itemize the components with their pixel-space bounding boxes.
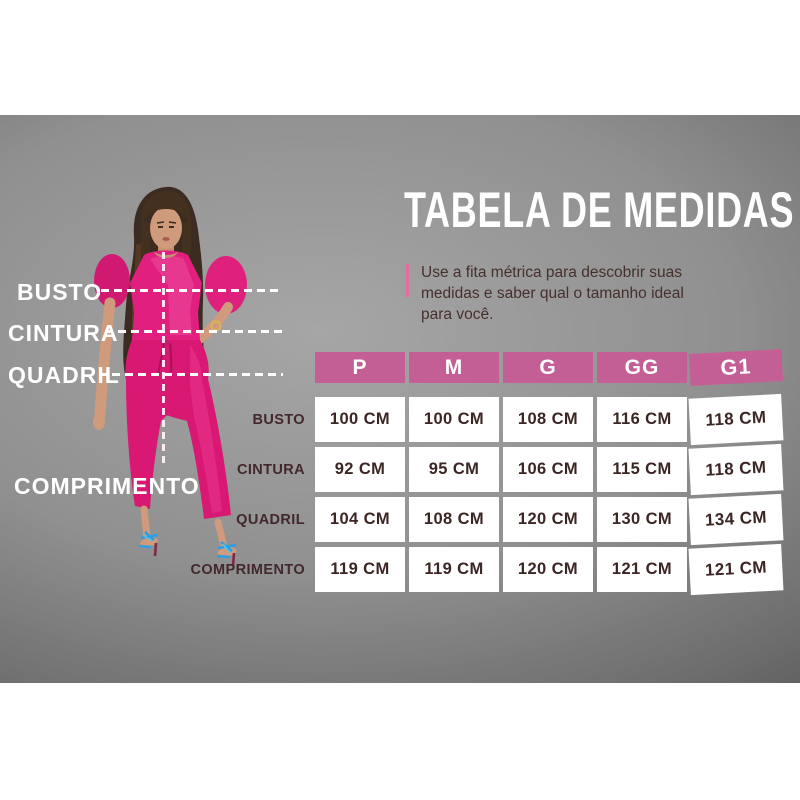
top-white-margin <box>0 0 800 115</box>
description-text: Use a fita métrica para descobrir suas m… <box>421 264 684 323</box>
pants <box>125 340 231 519</box>
measurement-cell: 115 CM <box>597 447 687 492</box>
sandal-strap-cyan <box>142 534 231 554</box>
sandal-right <box>216 540 237 559</box>
row-label-cintura: CINTURA <box>236 461 305 478</box>
hand-left <box>93 414 105 430</box>
length-label: COMPRIMENTO <box>14 473 200 499</box>
blouse-highlight <box>150 256 194 335</box>
arm-left <box>94 297 116 421</box>
face <box>150 207 182 249</box>
lips <box>162 237 170 241</box>
measurement-cell: 120 CM <box>503 547 593 592</box>
row-label-quadril: QUADRIL <box>236 511 305 528</box>
measurement-cell: 118 CM <box>688 393 784 446</box>
size-header-p: P <box>315 352 405 383</box>
measurement-cell: 108 CM <box>503 397 593 442</box>
gray-backdrop: BUSTO CINTURA QUADRIL COMPRIMENTO TABELA… <box>0 115 800 683</box>
size-header-g1: G1 <box>688 349 784 386</box>
size-header-gg: GG <box>597 352 687 383</box>
length-guide-line <box>162 252 165 468</box>
bottom-white-margin <box>0 683 800 800</box>
size-table-header: P M G GG G1 <box>315 349 784 386</box>
accent-bar <box>406 264 409 297</box>
hair-crown <box>140 191 192 225</box>
measurement-cell: 121 CM <box>688 543 784 596</box>
sleeve-left <box>94 254 130 308</box>
measurement-cell: 106 CM <box>503 447 593 492</box>
hip-guide-line <box>99 373 283 376</box>
measurement-cell: 104 CM <box>315 497 405 542</box>
sandal-left <box>138 531 159 549</box>
heel-left <box>153 542 158 557</box>
measurement-cell: 134 CM <box>688 493 784 546</box>
page-title: TABELA DE MEDIDAS <box>404 182 795 238</box>
measurement-cell: 118 CM <box>688 443 784 496</box>
hip-label: QUADRIL <box>8 362 120 388</box>
bust-label: BUSTO <box>17 279 103 305</box>
pants-highlight <box>190 345 222 513</box>
row-label-busto: BUSTO <box>252 411 305 428</box>
model-photo <box>93 186 247 567</box>
sleeve-right <box>205 256 247 314</box>
waist-guide-line <box>105 330 283 333</box>
heel-right <box>231 552 236 567</box>
measurement-cell: 95 CM <box>409 447 499 492</box>
measurement-cell: 100 CM <box>315 397 405 442</box>
measurement-cell: 100 CM <box>409 397 499 442</box>
drawstring-knot <box>164 340 170 346</box>
measurement-cell: 108 CM <box>409 497 499 542</box>
bust-guide-line <box>101 289 283 292</box>
measurement-cell: 121 CM <box>597 547 687 592</box>
measurement-cell: 92 CM <box>315 447 405 492</box>
measurement-cell: 120 CM <box>503 497 593 542</box>
measurement-cell: 130 CM <box>597 497 687 542</box>
size-table-body: BUSTO 100 CM 100 CM 108 CM 116 CM 118 CM… <box>190 393 784 596</box>
size-header-g: G <box>503 352 593 383</box>
measurement-cell: 119 CM <box>315 547 405 592</box>
waist-label: CINTURA <box>8 320 119 346</box>
size-header-m: M <box>409 352 499 383</box>
measurement-cell: 116 CM <box>597 397 687 442</box>
neckline <box>154 252 178 258</box>
row-label-comprimento: COMPRIMENTO <box>190 561 305 578</box>
measurement-cell: 119 CM <box>409 547 499 592</box>
eyebrows <box>156 221 177 224</box>
description-block: Use a fita métrica para descobrir suas m… <box>406 262 726 325</box>
